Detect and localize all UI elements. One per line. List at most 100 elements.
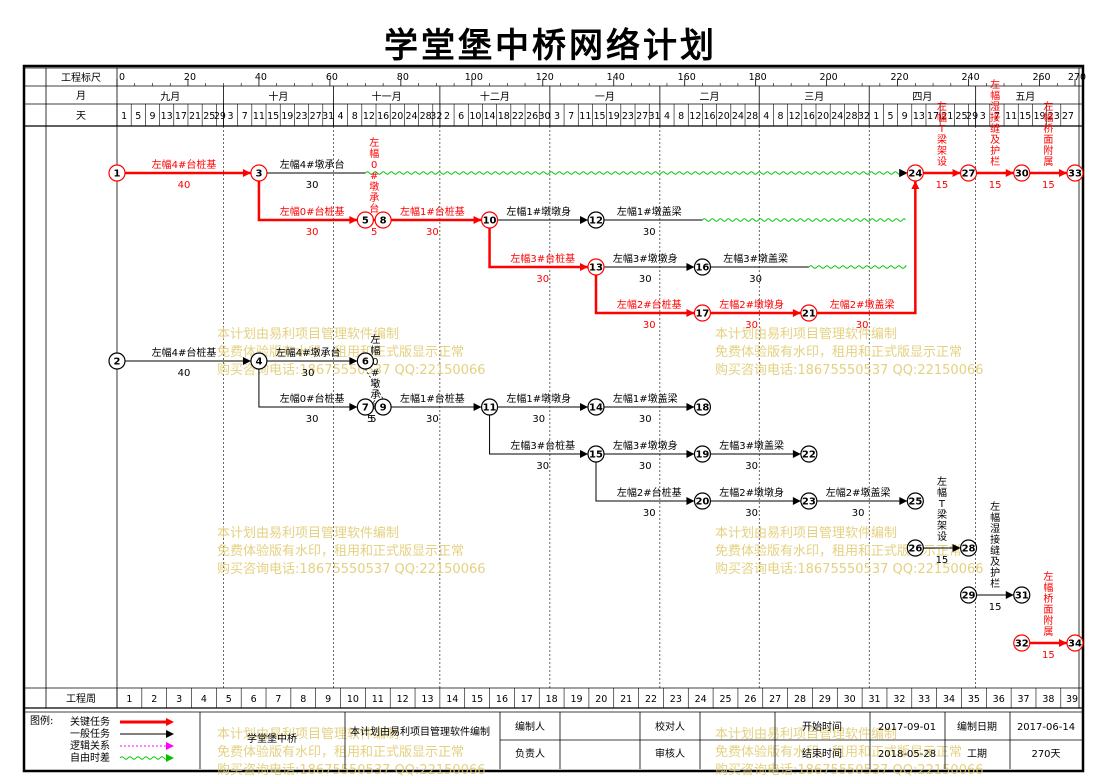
node-circle [587,258,605,276]
day-label: 3 [228,111,234,122]
task-label-char: 及 [990,134,1000,146]
node-circle [250,164,268,182]
task-label-char: 0 [372,357,378,368]
task-label-char: 幅 [1043,111,1053,124]
task-label-char: 附 [1043,614,1053,627]
task-label-char: 湿 [990,523,1000,535]
node-circle [1066,634,1084,652]
day-label: 8 [678,111,684,122]
day-label: 23 [1048,111,1060,122]
day-label: 28 [845,111,857,122]
day-label: 11 [253,111,265,122]
day-label: 25 [955,111,967,122]
day-label: 8 [777,111,783,122]
scale-tick-label: 60 [326,72,338,83]
week-label: 16 [496,694,508,705]
node-label: 26 [908,544,922,555]
legend-label: 逻辑关系 [70,739,110,752]
watermark-line: 免费体验版有水印，租用和正式版显示正常 [715,344,962,360]
node-label: 4 [255,357,262,368]
task-duration: 30 [749,274,762,285]
end-label: 结束时间 [802,747,842,760]
node-circle [959,164,978,182]
task-duration: 15 [989,602,1002,613]
node-circle [693,398,712,416]
scale-tick-label: 100 [465,72,483,83]
scale-tick-label: 240 [961,72,979,83]
week-label: 21 [620,694,632,705]
month-label: 一月 [595,91,615,103]
arrow-head [1005,169,1014,177]
task-duration: 15 [1042,650,1055,661]
day-label: 1 [121,111,127,122]
free-float-line [808,265,907,269]
node-label: 30 [1015,169,1029,180]
watermark-line: 免费体验版有水印，租用和正式版显示正常 [715,543,962,559]
arrow-head [166,730,174,738]
day-label: 3 [554,111,560,122]
task-label-char: 面 [1043,135,1053,146]
task-label-char: 幅 [990,89,1000,102]
free-float-line [364,171,906,175]
day-label: 11 [579,111,591,122]
task-duration: 15 [1042,180,1055,191]
node-circle [587,445,605,463]
week-label: 15 [471,694,483,705]
task-label-char: 桥 [1043,123,1053,135]
month-label: 二月 [700,91,720,103]
node-circle [250,352,268,370]
day-label: 20 [391,111,403,122]
week-label: 14 [446,694,458,705]
watermark-line: 免费体验版有水印，租用和正式版显示正常 [217,744,464,760]
day-label: 9 [149,111,155,122]
node-label: 34 [1068,639,1082,650]
scale-tick-label: 120 [536,72,554,83]
week-label: 4 [201,694,207,705]
task-duration: 40 [178,368,191,379]
task-duration: 30 [536,274,549,285]
node-circle [800,492,818,510]
task-label-char: 属 [1043,626,1053,638]
day-label: 4 [763,111,769,122]
task-duration: 30 [306,227,319,238]
scale-tick-label: 20 [184,72,196,83]
day-label: 13 [161,111,173,122]
node-label: 25 [908,497,922,508]
compiled-software: 本计划由易利项目管理软件编制 [350,725,490,738]
scale-tick-label: 200 [820,72,838,83]
node-label: 23 [802,497,816,508]
arrow-head [473,216,482,224]
node-label: 11 [483,403,497,414]
legend-title: 图例: [30,714,53,727]
task-name: 左幅2#墩盖梁 [830,298,895,311]
arrow-head [792,309,801,317]
task-label-char: T [938,124,946,135]
day-label: 1 [873,111,879,122]
node-circle [587,211,605,229]
task-duration: 30 [426,414,439,425]
end-value: 2018-05-28 [878,749,936,760]
day-label: 23 [622,111,634,122]
task-duration: 30 [852,508,865,519]
task-line [257,181,358,222]
task-name: 左幅1#墩盖梁 [617,205,682,218]
day-label: 30 [539,111,551,122]
week-label: 1 [126,694,132,705]
task-label-char: 幅 [990,511,1000,524]
node-label: 16 [695,263,709,274]
arrow-head [166,742,174,750]
task-label-char: 左 [370,333,380,346]
free-float-line [702,218,906,222]
compile-date-label: 编制日期 [957,720,997,733]
day-label: 24 [831,111,843,122]
responsible-label: 负责人 [515,747,545,760]
watermark-line: 购买咨询电话:18675550537 QQ:22150066 [217,362,486,378]
scale-tick-label: 260 [1032,72,1050,83]
day-label: 5 [135,111,141,122]
auditor-label: 审核人 [655,747,685,760]
task-label-char: 梁 [937,508,947,521]
week-label: 24 [695,694,707,705]
week-label: 7 [275,694,281,705]
compile-date-value: 2017-06-14 [1017,722,1075,733]
